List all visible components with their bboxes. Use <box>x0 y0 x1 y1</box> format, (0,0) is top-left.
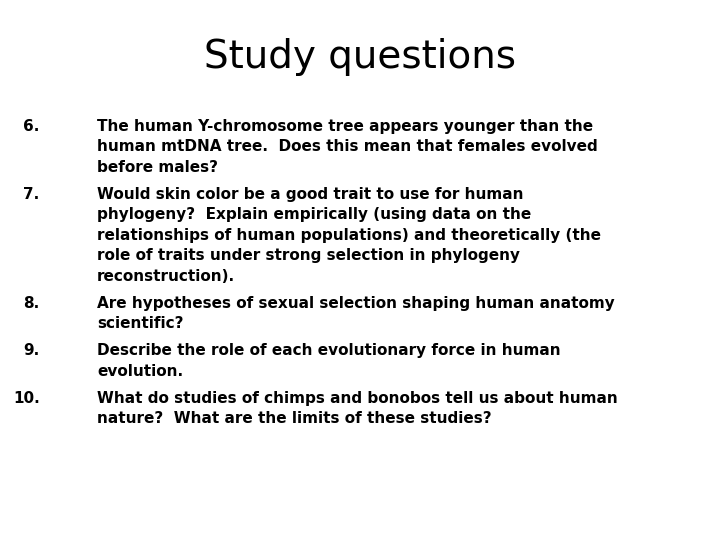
Text: scientific?: scientific? <box>97 316 184 332</box>
Text: Study questions: Study questions <box>204 38 516 76</box>
Text: human mtDNA tree.  Does this mean that females evolved: human mtDNA tree. Does this mean that fe… <box>97 139 598 154</box>
Text: Are hypotheses of sexual selection shaping human anatomy: Are hypotheses of sexual selection shapi… <box>97 296 615 311</box>
Text: before males?: before males? <box>97 160 218 175</box>
Text: 8.: 8. <box>23 296 40 311</box>
Text: 7.: 7. <box>23 187 40 202</box>
Text: phylogeny?  Explain empirically (using data on the: phylogeny? Explain empirically (using da… <box>97 207 531 222</box>
Text: The human Y-chromosome tree appears younger than the: The human Y-chromosome tree appears youn… <box>97 119 593 134</box>
Text: 10.: 10. <box>13 391 40 406</box>
Text: reconstruction).: reconstruction). <box>97 269 235 284</box>
Text: role of traits under strong selection in phylogeny: role of traits under strong selection in… <box>97 248 521 264</box>
Text: evolution.: evolution. <box>97 364 184 379</box>
Text: relationships of human populations) and theoretically (the: relationships of human populations) and … <box>97 228 601 243</box>
Text: 6.: 6. <box>23 119 40 134</box>
Text: What do studies of chimps and bonobos tell us about human: What do studies of chimps and bonobos te… <box>97 391 618 406</box>
Text: 9.: 9. <box>23 343 40 359</box>
Text: Describe the role of each evolutionary force in human: Describe the role of each evolutionary f… <box>97 343 561 359</box>
Text: nature?  What are the limits of these studies?: nature? What are the limits of these stu… <box>97 411 492 427</box>
Text: Would skin color be a good trait to use for human: Would skin color be a good trait to use … <box>97 187 523 202</box>
